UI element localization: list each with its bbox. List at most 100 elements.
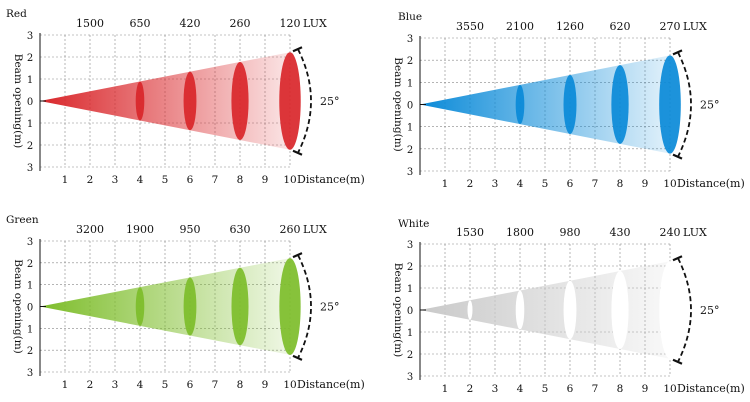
lux-value: 270 bbox=[660, 20, 681, 33]
x-tick-label: 7 bbox=[592, 178, 599, 190]
y-tick-label: 1 bbox=[27, 119, 33, 130]
y-axis-label: Beam opening(m) bbox=[392, 57, 404, 152]
lux-value: 1900 bbox=[126, 223, 154, 236]
x-tick-label: 1 bbox=[62, 174, 69, 186]
x-tick-label: 7 bbox=[592, 383, 599, 395]
chart-title: Red bbox=[6, 8, 27, 20]
arc-end-marker bbox=[292, 149, 303, 156]
lux-value: 430 bbox=[610, 226, 631, 239]
lux-value: 620 bbox=[610, 20, 631, 33]
x-tick-label: 3 bbox=[492, 178, 499, 190]
y-tick-label: 3 bbox=[27, 368, 33, 379]
y-tick-label: 2 bbox=[407, 262, 413, 273]
beam-cone bbox=[40, 52, 290, 150]
chart-title: White bbox=[398, 218, 429, 230]
y-tick-label: 1 bbox=[27, 281, 33, 292]
y-tick-label: 1 bbox=[407, 284, 413, 295]
x-tick-label: 4 bbox=[517, 178, 524, 190]
x-tick-label: 7 bbox=[212, 379, 219, 391]
lux-value: 2100 bbox=[506, 20, 534, 33]
x-tick-label: 7 bbox=[212, 174, 219, 186]
y-tick-label: 0 bbox=[27, 97, 33, 108]
y-tick-label: 1 bbox=[407, 328, 413, 339]
beam-ellipse-2m bbox=[467, 300, 473, 320]
x-tick-label: 9 bbox=[262, 379, 269, 391]
beam-ellipse-8m bbox=[611, 65, 629, 144]
beam-ellipse-6m bbox=[563, 280, 577, 340]
y-tick-label: 2 bbox=[407, 350, 413, 361]
y-tick-label: 2 bbox=[407, 145, 413, 156]
beam-ellipse-10m bbox=[659, 261, 681, 359]
beam-cone bbox=[420, 261, 670, 359]
x-tick-label: 9 bbox=[642, 178, 649, 190]
y-axis-label: Beam opening(m) bbox=[12, 54, 24, 149]
x-tick-label: 8 bbox=[237, 379, 244, 391]
x-axis-label: Distance(m) bbox=[677, 177, 745, 190]
lux-value: 650 bbox=[130, 17, 151, 30]
beam-ellipse-4m bbox=[135, 287, 145, 326]
x-tick-label: 1 bbox=[442, 383, 449, 395]
x-tick-label: 8 bbox=[617, 383, 624, 395]
beam-ellipse-4m bbox=[515, 290, 525, 330]
x-tick-label: 3 bbox=[112, 174, 119, 186]
lux-value: 120 bbox=[280, 17, 301, 30]
y-tick-label: 3 bbox=[27, 31, 33, 42]
beam-angle-arc bbox=[677, 51, 692, 158]
lux-value: 3200 bbox=[76, 223, 104, 236]
beam-angle-label: 25° bbox=[700, 99, 720, 112]
arc-end-marker bbox=[672, 255, 683, 262]
y-tick-label: 3 bbox=[407, 372, 413, 383]
y-tick-label: 3 bbox=[27, 237, 33, 248]
beam-cone bbox=[40, 258, 290, 355]
arc-end-marker bbox=[292, 46, 303, 53]
beam-ellipse-6m bbox=[183, 277, 197, 336]
lux-value: 950 bbox=[180, 223, 201, 236]
x-tick-label: 8 bbox=[617, 178, 624, 190]
x-tick-label: 5 bbox=[162, 174, 169, 186]
x-tick-label: 4 bbox=[137, 379, 144, 391]
x-axis-label: Distance(m) bbox=[297, 173, 365, 186]
arc-end-marker bbox=[672, 358, 683, 365]
lux-value: 260 bbox=[230, 17, 251, 30]
lux-value: 240 bbox=[660, 226, 681, 239]
beam-angle-arc bbox=[297, 48, 312, 154]
y-tick-label: 2 bbox=[27, 259, 33, 270]
beam-ellipse-6m bbox=[563, 75, 577, 134]
lux-value: 1260 bbox=[556, 20, 584, 33]
x-tick-label: 10 bbox=[283, 174, 296, 186]
lux-value: 630 bbox=[230, 223, 251, 236]
lux-unit-label: LUX bbox=[303, 17, 327, 30]
y-tick-label: 3 bbox=[27, 163, 33, 174]
x-tick-label: 9 bbox=[642, 383, 649, 395]
arc-end-marker bbox=[292, 252, 303, 259]
x-tick-label: 10 bbox=[663, 383, 676, 395]
y-axis-label: Beam opening(m) bbox=[392, 263, 404, 358]
y-axis-label: Beam opening(m) bbox=[12, 259, 24, 354]
y-tick-label: 3 bbox=[407, 34, 413, 45]
lux-unit-label: LUX bbox=[683, 226, 707, 239]
x-axis-label: Distance(m) bbox=[677, 382, 745, 395]
y-tick-label: 0 bbox=[27, 303, 33, 314]
y-tick-label: 1 bbox=[27, 75, 33, 86]
y-tick-label: 3 bbox=[407, 240, 413, 251]
chart-title: Blue bbox=[398, 11, 422, 23]
x-tick-label: 9 bbox=[262, 174, 269, 186]
arc-end-marker bbox=[672, 153, 683, 160]
beam-angle-arc bbox=[297, 254, 312, 359]
beam-ellipse-4m bbox=[135, 81, 145, 121]
x-tick-label: 2 bbox=[87, 174, 94, 186]
x-tick-label: 1 bbox=[442, 178, 449, 190]
y-tick-label: 2 bbox=[407, 56, 413, 67]
chart-title: Green bbox=[6, 214, 39, 226]
y-tick-label: 2 bbox=[27, 346, 33, 357]
lux-value: 3550 bbox=[456, 20, 484, 33]
y-tick-label: 2 bbox=[27, 53, 33, 64]
x-tick-label: 3 bbox=[492, 383, 499, 395]
lux-value: 980 bbox=[560, 226, 581, 239]
beam-ellipse-6m bbox=[183, 71, 197, 131]
beam-angle-arc bbox=[677, 257, 692, 363]
